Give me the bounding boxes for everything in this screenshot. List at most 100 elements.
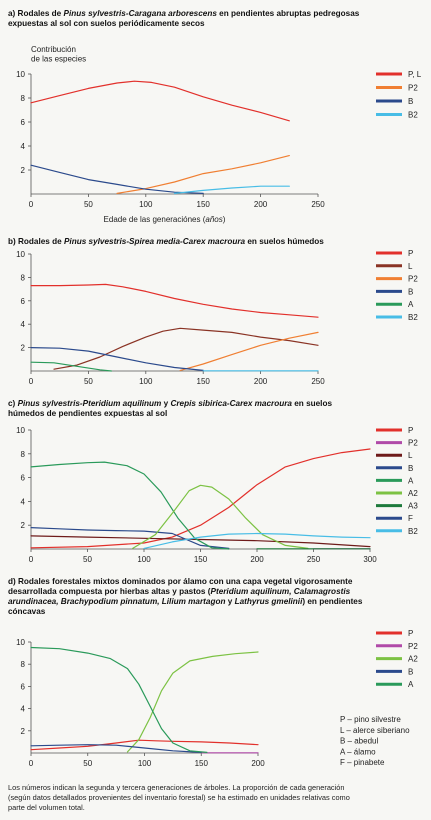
y-tick-label: 4: [21, 705, 26, 714]
chart-title-part: c): [8, 399, 18, 408]
chart-title-part: en pendientes abruptas pedregosas: [217, 9, 360, 18]
series-line-a2: [132, 484, 309, 549]
legend-label: B: [408, 97, 413, 106]
y-tick-label: 10: [16, 426, 25, 435]
chart-title-part: y: [161, 399, 170, 408]
x-tick-label: 250: [311, 377, 325, 386]
x-tick-label: 50: [84, 200, 93, 209]
chart-title-part: d) Rodales forestales mixtos dominados p…: [8, 577, 353, 586]
legend-label: F: [408, 514, 413, 523]
series-line-a: [30, 461, 230, 550]
y-tick-label: 6: [21, 297, 26, 306]
legend-label: L: [408, 262, 413, 271]
series-line-p2: [179, 331, 319, 371]
chart-title-part: cóncavas: [8, 607, 46, 616]
chart-title-part: en suelos húmedos: [245, 237, 324, 246]
x-tick-label: 0: [29, 759, 34, 768]
y-tick-label: 8: [21, 273, 26, 282]
y-tick-label: 10: [16, 638, 25, 647]
x-tick-label: 100: [137, 555, 151, 564]
y-tick-label: 2: [21, 166, 26, 175]
x-tick-label: 200: [254, 377, 268, 386]
y-tick-label: 8: [21, 94, 26, 103]
chart-title-part: expuestas al sol con suelos periódicamen…: [8, 19, 205, 28]
y-tick-label: 10: [16, 250, 25, 259]
series-line-l: [53, 327, 319, 370]
legend-label: B: [408, 287, 413, 296]
y-tick-label: 6: [21, 118, 26, 127]
legend-label: P, L: [408, 70, 422, 79]
chart-title-part: Pteridium aquilinum, Calamagrostis: [211, 587, 351, 596]
series-line-p2: [116, 155, 290, 194]
chart-panel-2: c) Pinus sylvestris-Pteridium aquilinum …: [8, 399, 418, 564]
series-line-p: [30, 739, 259, 751]
chart-title-part: húmedos de pendientes expuestas al sol: [8, 409, 167, 418]
chart-panel-0: a) Rodales de Pinus sylvestris-Caragana …: [8, 9, 422, 224]
x-tick-label: 50: [83, 555, 92, 564]
x-tick-label: 150: [197, 200, 211, 209]
y-tick-label: 10: [16, 70, 25, 79]
footnote-line: Los números indican la segunda y tercera…: [8, 783, 345, 792]
series-line-l: [30, 535, 371, 548]
series-line-a2: [126, 651, 259, 753]
series-line-b2: [143, 532, 371, 549]
y-axis-label: de las especies: [31, 55, 86, 64]
x-tick-label: 150: [195, 759, 209, 768]
x-tick-label: 50: [84, 377, 93, 386]
chart-title-part: Crepis sibirica-Carex macroura: [170, 399, 292, 408]
legend-label: B2: [408, 527, 418, 536]
x-axis-label-part: Edade de las generaciónes (: [104, 215, 206, 224]
series-line-b: [30, 527, 230, 549]
series-line-p: [30, 283, 319, 318]
x-tick-label: 100: [138, 759, 152, 768]
legend-label: P: [408, 629, 413, 638]
series-line-b2: [173, 185, 290, 194]
series-line-p: [30, 448, 371, 549]
abbreviation-item: B – abedul: [340, 737, 378, 746]
chart-title: d) Rodales forestales mixtos dominados p…: [8, 577, 363, 616]
chart-title-part: ) en pendientes: [302, 597, 362, 606]
legend-label: A: [408, 300, 414, 309]
x-tick-label: 200: [254, 200, 268, 209]
y-tick-label: 4: [21, 497, 26, 506]
legend-label: P: [408, 249, 413, 258]
footnote-line: (según datos detallados provenientes del…: [8, 793, 350, 802]
x-axis-label-part: ): [223, 215, 226, 224]
legend-label: A: [408, 476, 414, 485]
legend-label: L: [408, 451, 413, 460]
chart-title: b) Rodales de Pinus sylvestris-Spirea me…: [8, 237, 324, 246]
x-tick-label: 0: [29, 377, 34, 386]
legend-label: B: [408, 667, 413, 676]
legend-label: A2: [408, 489, 418, 498]
series-line-pl: [30, 80, 290, 122]
x-tick-label: 150: [197, 377, 211, 386]
x-tick-label: 250: [311, 200, 325, 209]
x-tick-label: 200: [250, 555, 264, 564]
series-line-b: [30, 744, 202, 753]
chart-title-part: y: [225, 597, 234, 606]
legend-label: P: [408, 426, 413, 435]
chart-title-part: a) Rodales de: [8, 9, 64, 18]
legend-label: A3: [408, 502, 418, 511]
chart-title-part: b) Rodales de: [8, 237, 64, 246]
y-tick-label: 2: [21, 727, 26, 736]
y-tick-label: 4: [21, 142, 26, 151]
chart-panel-1: b) Rodales de Pinus sylvestris-Spirea me…: [8, 237, 418, 386]
y-tick-label: 6: [21, 474, 26, 483]
abbreviation-item: A – álamo: [340, 747, 376, 756]
chart-title-part: Pinus sylvestris-Caragana arborescens: [64, 9, 218, 18]
y-tick-label: 6: [21, 682, 26, 691]
y-tick-label: 4: [21, 320, 26, 329]
series-line-a: [30, 646, 208, 753]
legend-label: A: [408, 680, 414, 689]
y-axis-label: Contribución: [31, 45, 76, 54]
abbreviation-item: F – pinabete: [340, 758, 385, 767]
legend-label: P2: [408, 642, 418, 651]
chart-title: c) Pinus sylvestris-Pteridium aquilinum …: [8, 399, 332, 418]
x-tick-label: 50: [83, 759, 92, 768]
legend-label: B: [408, 464, 413, 473]
chart-title-part: Pinus sylvestris-Pteridium aquilinum: [18, 399, 162, 408]
chart-title: a) Rodales de Pinus sylvestris-Caragana …: [8, 9, 360, 28]
y-tick-label: 8: [21, 660, 26, 669]
